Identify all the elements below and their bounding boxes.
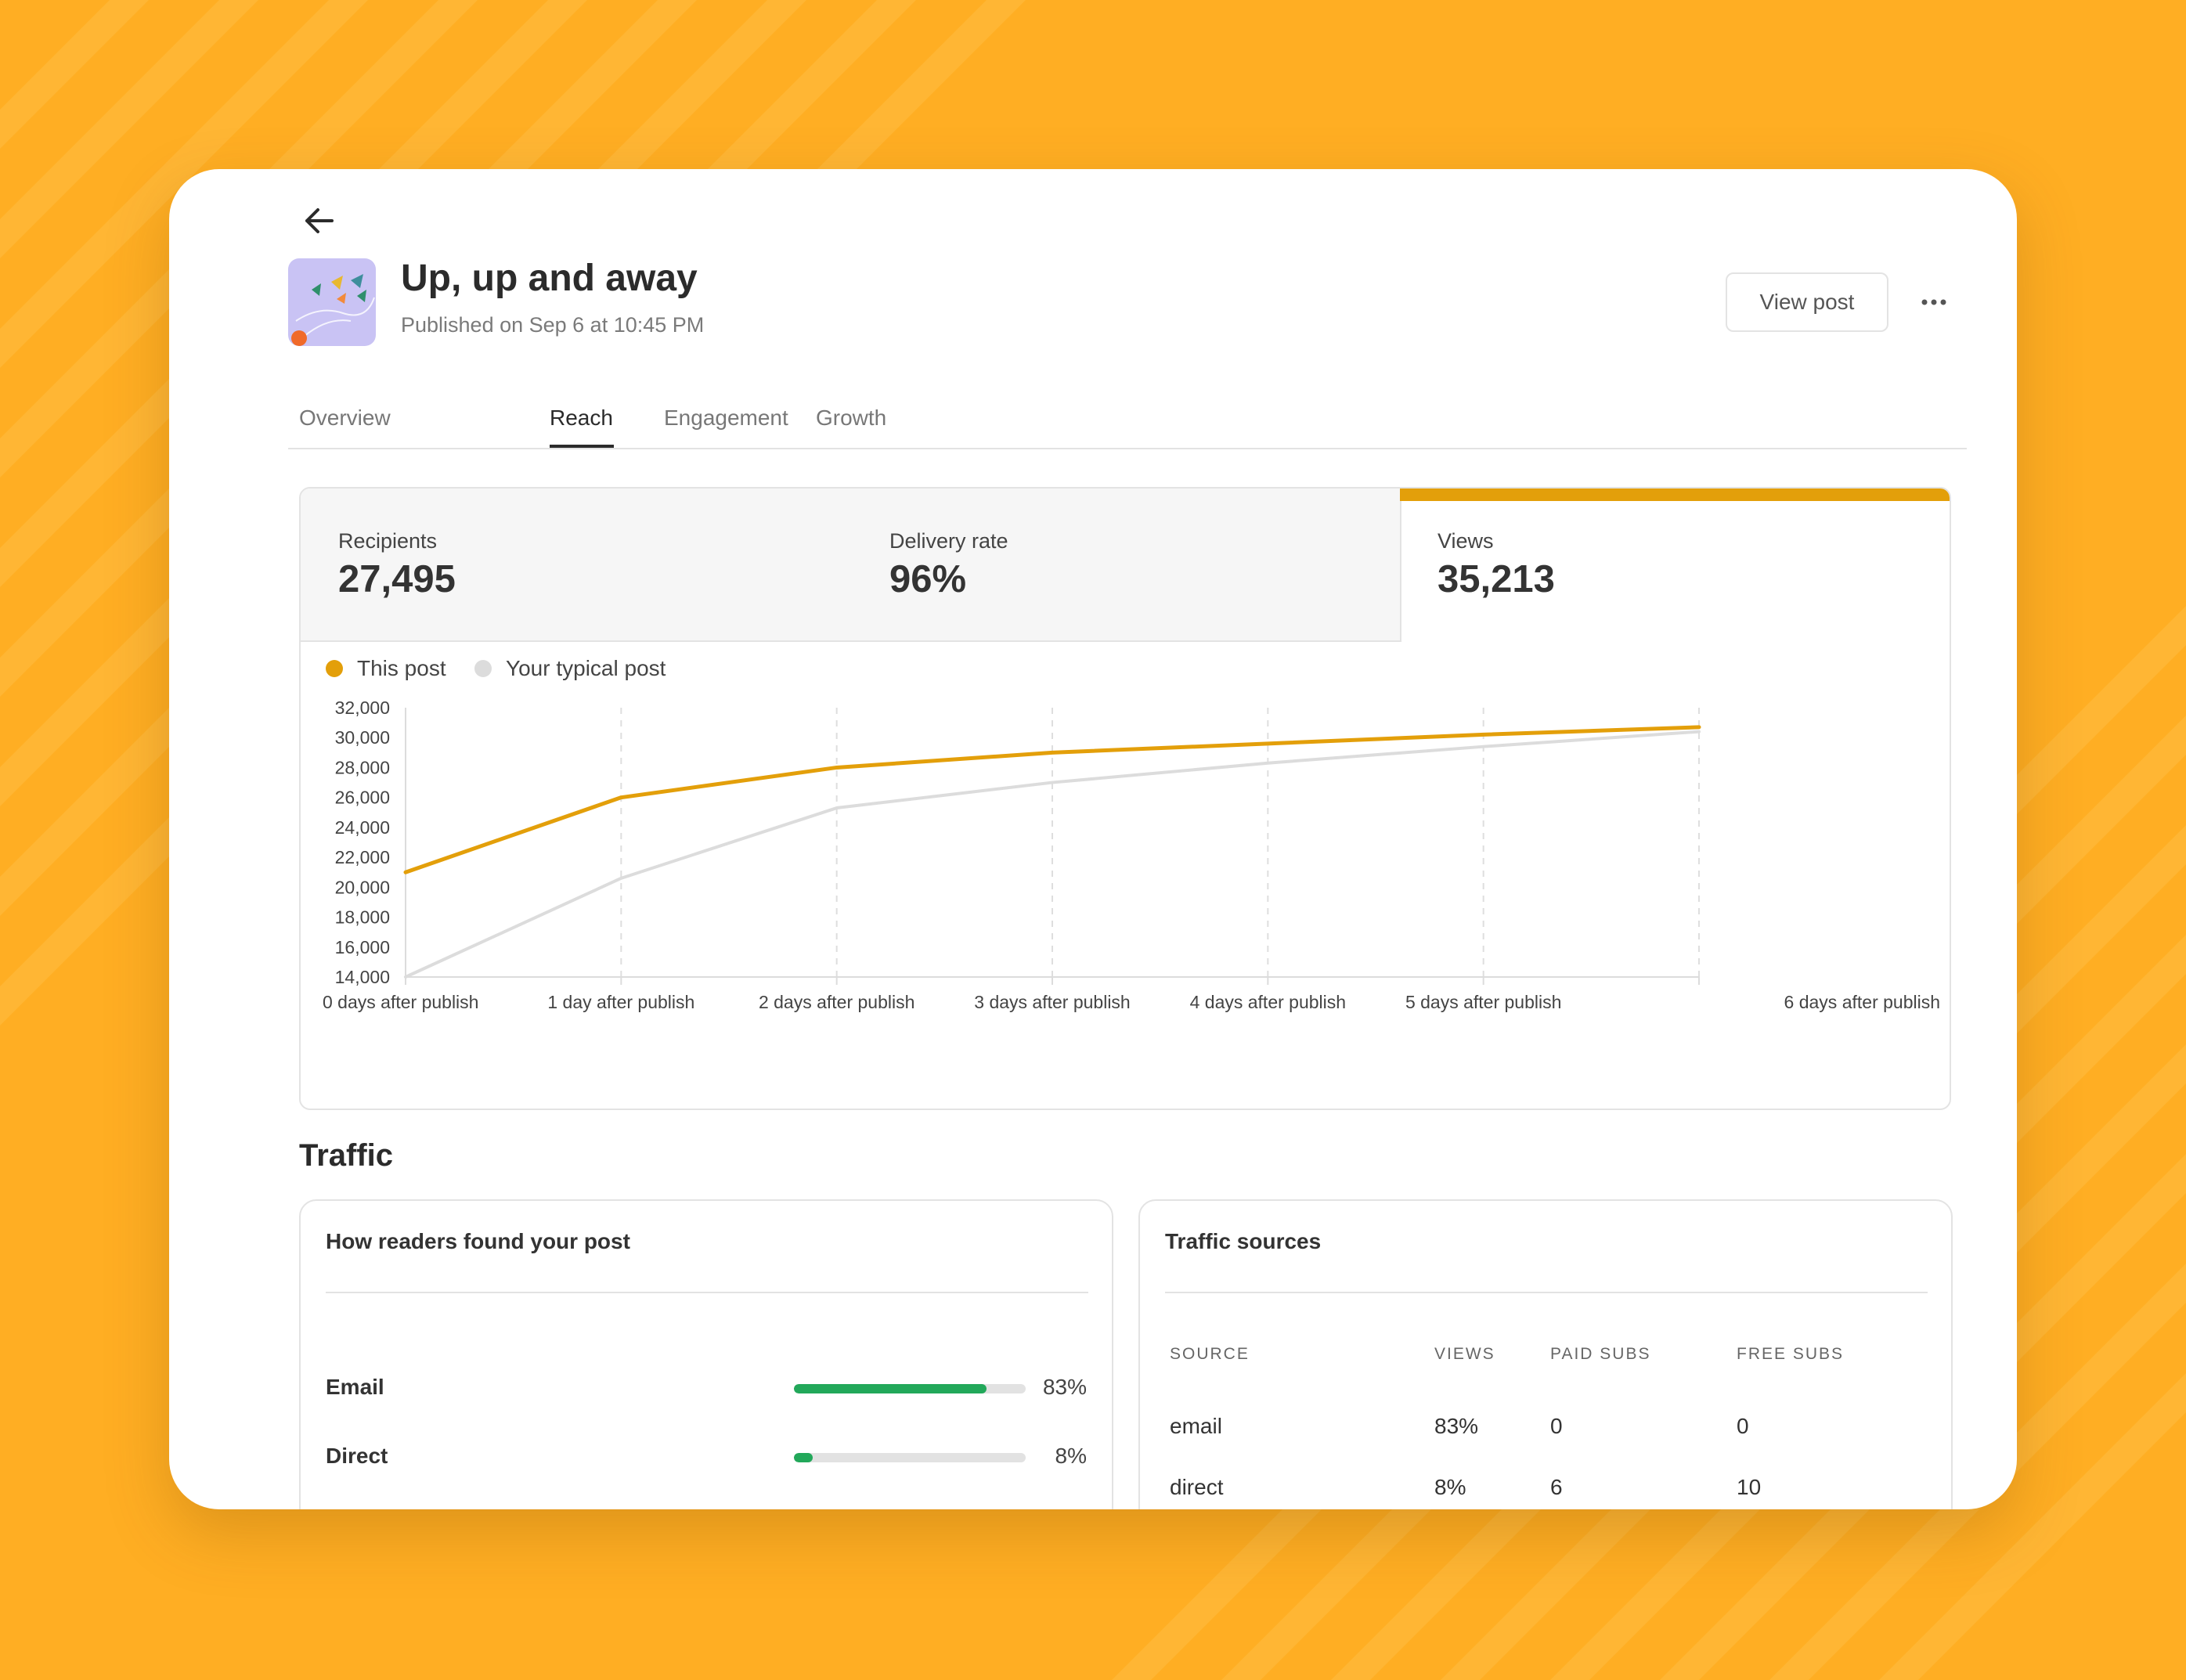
series-line-your-typical-post bbox=[404, 730, 1701, 979]
post-title: Up, up and away bbox=[401, 258, 698, 299]
y-tick-label: 28,000 bbox=[335, 757, 390, 777]
table-cell: 8% bbox=[1434, 1475, 1466, 1499]
x-tick-label: 0 days after publish bbox=[323, 992, 478, 1012]
table-cell: direct bbox=[1170, 1475, 1224, 1499]
progress-bar-fill bbox=[794, 1453, 813, 1462]
tab-growth[interactable]: Growth bbox=[816, 406, 887, 430]
y-tick-label: 30,000 bbox=[335, 727, 390, 748]
column-header-free-subs[interactable]: FREE SUBS bbox=[1737, 1345, 1845, 1363]
divider bbox=[1165, 1292, 1928, 1293]
x-tick-label: 1 day after publish bbox=[547, 992, 694, 1012]
y-tick-label: 14,000 bbox=[335, 967, 390, 987]
tab-engagement[interactable]: Engagement bbox=[664, 406, 788, 430]
back-button[interactable] bbox=[298, 199, 341, 243]
table-cell: 0 bbox=[1737, 1414, 1749, 1438]
source-label: Email bbox=[326, 1375, 384, 1399]
source-label: Direct bbox=[326, 1444, 388, 1468]
views-selected-indicator bbox=[1400, 488, 1950, 501]
how-readers-found-panel: How readers found your post Email 83% Di… bbox=[299, 1199, 1113, 1509]
legend-label: This post bbox=[357, 656, 446, 680]
view-post-button[interactable]: View post bbox=[1726, 272, 1888, 332]
x-tick-label: 4 days after publish bbox=[1190, 992, 1346, 1012]
panel-title: How readers found your post bbox=[326, 1229, 630, 1253]
reach-chart-card: Recipients 27,495 Delivery rate 96% View… bbox=[299, 487, 1951, 1110]
arrow-left-icon bbox=[305, 208, 334, 233]
tab-overview[interactable]: Overview bbox=[299, 406, 391, 430]
active-tab-indicator bbox=[550, 445, 614, 448]
stat-value: 27,495 bbox=[338, 558, 456, 600]
y-tick-label: 32,000 bbox=[335, 698, 390, 718]
tab-reach[interactable]: Reach bbox=[550, 406, 613, 430]
progress-bar bbox=[794, 1384, 1026, 1393]
stat-strip bbox=[301, 488, 1401, 642]
tab-bar: Overview Reach Engagement Growth bbox=[288, 393, 1967, 449]
divider bbox=[326, 1292, 1088, 1293]
legend-label: Your typical post bbox=[506, 656, 666, 680]
y-tick-label: 18,000 bbox=[335, 907, 390, 928]
post-thumbnail bbox=[288, 258, 376, 346]
legend-dot bbox=[326, 660, 343, 677]
legend-dot bbox=[474, 660, 492, 677]
more-horizontal-icon bbox=[1921, 299, 1946, 305]
stat-label: Delivery rate bbox=[889, 529, 1008, 553]
series-line-this-post bbox=[403, 725, 1701, 874]
kites-illustration-icon bbox=[288, 258, 376, 346]
stat-label: Recipients bbox=[338, 529, 438, 553]
stat-value: 96% bbox=[889, 558, 967, 600]
panel-title: Traffic sources bbox=[1165, 1229, 1322, 1253]
legend-this-post: This post bbox=[326, 656, 446, 681]
column-header-source[interactable]: SOURCE bbox=[1170, 1345, 1250, 1363]
traffic-heading: Traffic bbox=[299, 1138, 394, 1173]
column-header-paid-subs[interactable]: PAID SUBS bbox=[1550, 1345, 1651, 1363]
legend-typical-post: Your typical post bbox=[474, 656, 666, 681]
more-options-button[interactable] bbox=[1914, 282, 1954, 323]
y-tick-label: 22,000 bbox=[335, 847, 390, 867]
table-cell: 6 bbox=[1550, 1475, 1563, 1499]
stat-value: 35,213 bbox=[1437, 558, 1555, 600]
traffic-sources-panel: Traffic sources SOURCE VIEWS PAID SUBS F… bbox=[1138, 1199, 1953, 1509]
views-line-chart: 32,000 30,000 28,000 26,000 24,000 22,000 20,0… bbox=[323, 698, 1940, 1012]
progress-bar-fill bbox=[794, 1384, 987, 1393]
post-published-date: Published on Sep 6 at 10:45 PM bbox=[401, 313, 705, 337]
table-cell: 10 bbox=[1737, 1475, 1762, 1499]
table-cell: 83% bbox=[1434, 1414, 1479, 1438]
table-cell: email bbox=[1170, 1414, 1222, 1438]
y-tick-label: 16,000 bbox=[335, 937, 390, 957]
x-tick-label: 2 days after publish bbox=[759, 992, 914, 1012]
column-header-views[interactable]: VIEWS bbox=[1434, 1345, 1495, 1363]
source-percent: 83% bbox=[1042, 1375, 1087, 1399]
source-percent: 8% bbox=[1055, 1444, 1087, 1468]
table-cell: 0 bbox=[1550, 1414, 1563, 1438]
progress-bar bbox=[794, 1453, 1026, 1462]
y-tick-label: 24,000 bbox=[335, 817, 390, 838]
x-tick-label: 3 days after publish bbox=[974, 992, 1130, 1012]
y-tick-label: 20,000 bbox=[335, 877, 390, 897]
post-stats-card: Up, up and away Published on Sep 6 at 10… bbox=[169, 169, 2017, 1509]
stat-label: Views bbox=[1437, 529, 1494, 553]
x-tick-label: 5 days after publish bbox=[1405, 992, 1561, 1012]
y-tick-label: 26,000 bbox=[335, 788, 390, 808]
x-tick-label: 6 days after publish bbox=[1784, 992, 1940, 1012]
